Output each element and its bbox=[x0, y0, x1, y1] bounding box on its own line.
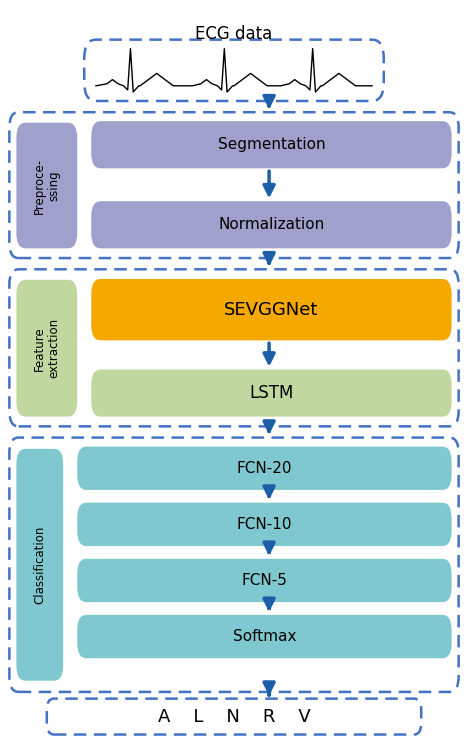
FancyBboxPatch shape bbox=[91, 279, 452, 340]
Text: Classification: Classification bbox=[33, 526, 46, 604]
Text: Feature
extraction: Feature extraction bbox=[33, 318, 61, 378]
FancyBboxPatch shape bbox=[77, 447, 452, 490]
FancyBboxPatch shape bbox=[77, 615, 452, 658]
Text: FCN-5: FCN-5 bbox=[241, 573, 287, 588]
FancyBboxPatch shape bbox=[16, 123, 77, 248]
FancyBboxPatch shape bbox=[91, 370, 452, 417]
Text: SEVGGNet: SEVGGNet bbox=[224, 301, 319, 319]
FancyBboxPatch shape bbox=[77, 503, 452, 546]
Text: FCN-20: FCN-20 bbox=[237, 461, 292, 476]
Text: FCN-10: FCN-10 bbox=[237, 517, 292, 532]
Text: ECG data: ECG data bbox=[195, 25, 273, 43]
FancyBboxPatch shape bbox=[77, 559, 452, 602]
FancyBboxPatch shape bbox=[16, 449, 63, 681]
FancyBboxPatch shape bbox=[16, 280, 77, 417]
FancyBboxPatch shape bbox=[91, 201, 452, 248]
FancyBboxPatch shape bbox=[84, 40, 384, 101]
FancyBboxPatch shape bbox=[91, 121, 452, 168]
Text: Softmax: Softmax bbox=[233, 629, 296, 644]
Text: Segmentation: Segmentation bbox=[218, 137, 325, 153]
Text: LSTM: LSTM bbox=[249, 384, 293, 402]
Text: A    L    N    R    V: A L N R V bbox=[158, 708, 310, 726]
Text: Preproce-
ssing: Preproce- ssing bbox=[33, 157, 61, 214]
Text: Normalization: Normalization bbox=[218, 217, 325, 233]
